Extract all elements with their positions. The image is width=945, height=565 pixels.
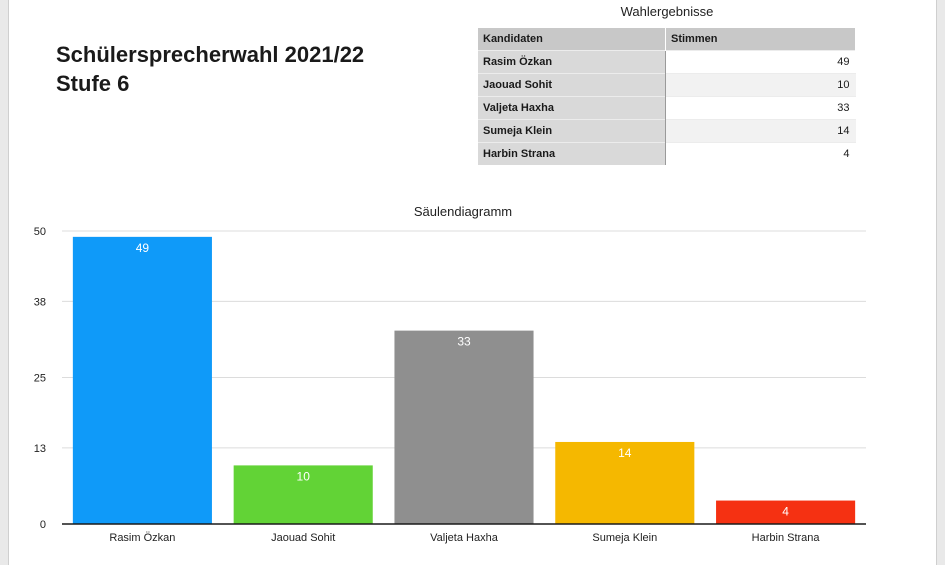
x-tick-label: Jaouad Sohit [271,532,335,544]
candidate-votes: 49 [665,50,856,74]
chart-bars: 49 10 33 14 4 [72,236,856,525]
candidate-name: Sumeja Klein [478,119,666,143]
header-candidates: Kandidaten [478,28,666,51]
bar-value-label: 33 [457,335,471,349]
chart-title: Säulendiagramm [414,204,512,219]
y-tick-label: 38 [34,296,46,308]
candidate-name: Jaouad Sohit [478,73,666,97]
table-header-row: Kandidaten Stimmen [478,28,856,51]
x-tick-label: Rasim Özkan [109,532,175,544]
candidate-votes: 33 [665,96,856,120]
page-title-line-2: Stufe 6 [56,71,130,96]
table-row: Rasim Özkan 49 [478,50,856,74]
bar [555,441,695,524]
x-tick-label: Valjeta Haxha [430,532,499,544]
table-row: Valjeta Haxha 33 [478,96,856,120]
table-row: Harbin Strana 4 [478,142,856,165]
page-title: Schülersprecherwahl 2021/22 Stufe 6 [56,40,364,98]
bar-value-label: 14 [618,446,632,460]
bar [72,236,212,525]
bar-value-label: 49 [136,241,150,255]
right-page-edge [936,0,945,565]
table-row: Jaouad Sohit 10 [478,73,856,97]
page-title-line-1: Schülersprecherwahl 2021/22 [56,42,365,67]
bar [394,330,534,524]
y-tick-label: 50 [34,226,46,238]
bar-value-label: 4 [782,505,789,519]
candidate-votes: 10 [665,73,856,97]
table-row: Sumeja Klein 14 [478,119,856,143]
candidate-votes: 4 [665,142,856,165]
candidate-name: Rasim Özkan [478,50,666,74]
candidate-name: Valjeta Haxha [478,96,666,120]
y-tick-label: 13 [34,443,46,455]
bar [716,500,856,524]
table-caption: Wahlergebnisse [620,4,714,19]
x-tick-label: Harbin Strana [752,532,821,544]
y-tick-label: 25 [34,373,46,385]
header-votes: Stimmen [665,28,856,51]
x-tick-label: Sumeja Klein [592,532,657,544]
candidate-name: Harbin Strana [478,142,666,165]
bar [233,465,373,524]
left-page-edge [0,0,9,565]
chart-axis: 0 13 25 38 50 Rasim Özkan Jaouad Sohit Valjeta … [34,226,866,544]
results-table: Kandidaten Stimmen Rasim Özkan 49 Jaouad… [478,28,856,165]
y-tick-label: 0 [40,519,46,531]
bar-value-label: 10 [297,469,311,483]
candidate-votes: 14 [665,119,856,143]
